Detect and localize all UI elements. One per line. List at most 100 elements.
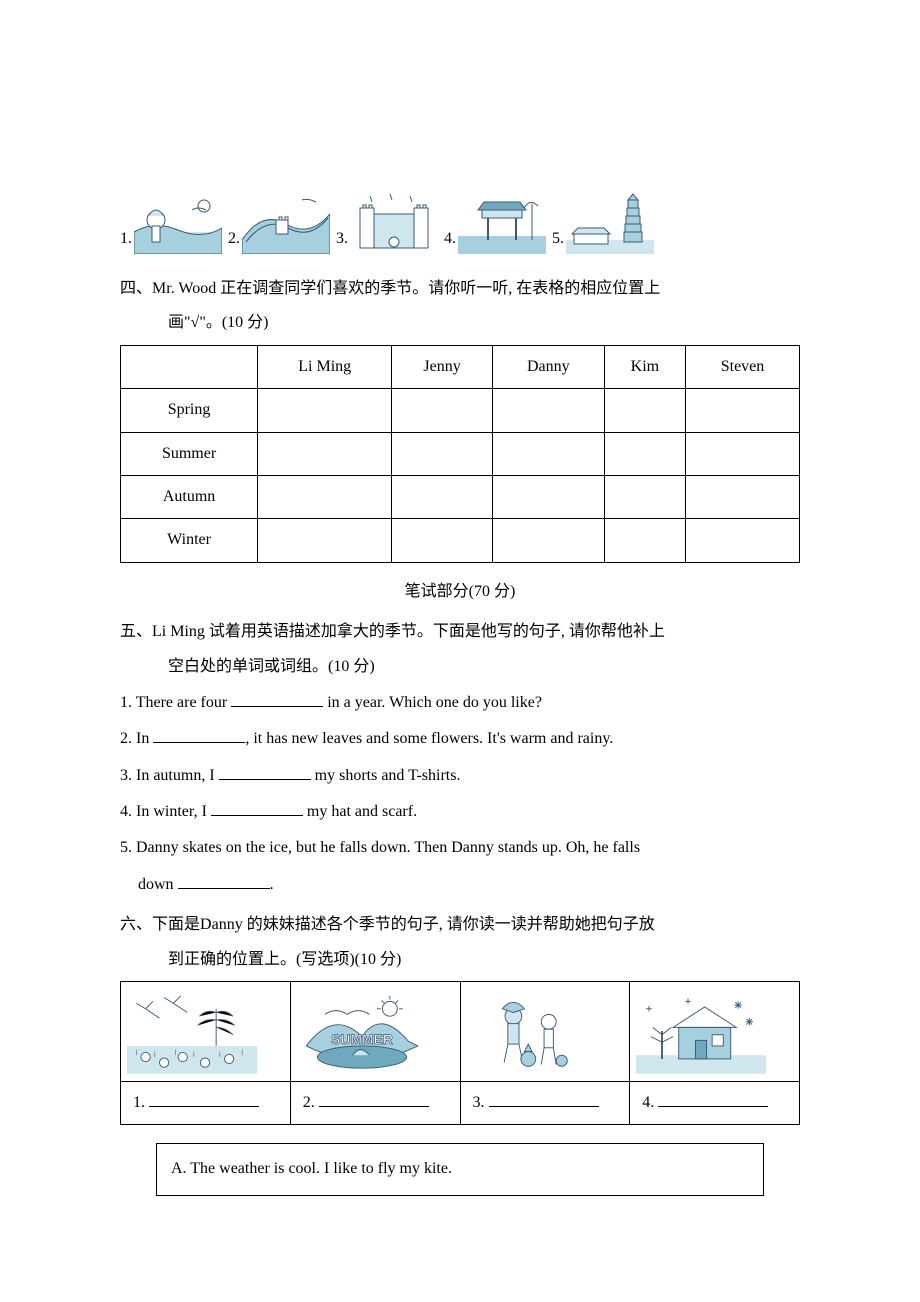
table-header-steven: Steven xyxy=(686,345,800,388)
q5-2-a: 2. In xyxy=(120,730,153,747)
q5-4: 4. In winter, I my hat and scarf. xyxy=(120,797,800,827)
image-number-3: 3. xyxy=(336,224,348,254)
section6-picture-table: SUMMER xyxy=(120,981,800,1125)
section4-text2: 画"√"。(10 分) xyxy=(120,308,800,338)
image-thumb-gate xyxy=(458,190,546,254)
section6-text2: 到正确的位置上。(写选项)(10 分) xyxy=(120,945,800,975)
section4-prefix: 四、 xyxy=(120,280,152,297)
image-thumb-pagoda xyxy=(566,190,654,254)
blank-input[interactable] xyxy=(231,691,323,707)
image-thumb-castle xyxy=(350,190,438,254)
cell[interactable] xyxy=(392,475,492,518)
answer-cell-4: 4. xyxy=(630,1082,800,1125)
blank-input[interactable] xyxy=(319,1091,429,1107)
cell[interactable] xyxy=(392,519,492,562)
blank-input[interactable] xyxy=(153,727,245,743)
q5-5-b-post: . xyxy=(270,876,274,893)
cell[interactable] xyxy=(258,519,392,562)
q5-1-a: 1. There are four xyxy=(120,694,231,711)
cell[interactable] xyxy=(492,432,604,475)
row-label-autumn: Autumn xyxy=(121,475,258,518)
answer-num-1: 1. xyxy=(133,1094,145,1111)
image-item-4: 4. xyxy=(444,190,546,254)
question3-image-row: 1. 2. 3. xyxy=(120,190,800,254)
q5-5-a: 5. Danny skates on the ice, but he falls… xyxy=(120,839,640,856)
image-number-2: 2. xyxy=(228,224,240,254)
section6-title: 六、下面是Danny 的妹妹描述各个季节的句子, 请你读一读并帮助她把句子放 xyxy=(120,910,800,940)
blank-input[interactable] xyxy=(178,873,270,889)
table-row-autumn: Autumn xyxy=(121,475,800,518)
blank-input[interactable] xyxy=(149,1091,259,1107)
cell[interactable] xyxy=(258,432,392,475)
q5-3: 3. In autumn, I my shorts and T-shirts. xyxy=(120,761,800,791)
image-item-3: 3. xyxy=(336,190,438,254)
image-item-1: 1. xyxy=(120,190,222,254)
pic-spring xyxy=(121,982,291,1082)
svg-text:SUMMER: SUMMER xyxy=(331,1031,393,1047)
table-header-row: Li Ming Jenny Danny Kim Steven xyxy=(121,345,800,388)
blank-input[interactable] xyxy=(211,800,303,816)
cell[interactable] xyxy=(686,475,800,518)
q5-1-b: in a year. Which one do you like? xyxy=(323,694,542,711)
cell[interactable] xyxy=(604,389,685,432)
section5-prefix: 五、 xyxy=(120,623,152,640)
q5-3-a: 3. In autumn, I xyxy=(120,767,219,784)
q5-4-b: my hat and scarf. xyxy=(303,803,417,820)
answer-num-3: 3. xyxy=(473,1094,485,1111)
section4-title: 四、Mr. Wood 正在调查同学们喜欢的季节。请你听一听, 在表格的相应位置上 xyxy=(120,274,800,304)
section6-prefix: 六、 xyxy=(120,916,152,933)
image-number-5: 5. xyxy=(552,224,564,254)
q5-5a: 5. Danny skates on the ice, but he falls… xyxy=(120,833,800,863)
section6-text1c: 的妹妹描述各个季节的句子, 请你读一读并帮助她把句子放 xyxy=(247,916,655,933)
cell[interactable] xyxy=(686,519,800,562)
section5-title: 五、Li Ming 试着用英语描述加拿大的季节。下面是他写的句子, 请你帮他补上 xyxy=(120,617,800,647)
answer-cell-3: 3. xyxy=(460,1082,630,1125)
cell[interactable] xyxy=(392,389,492,432)
blank-input[interactable] xyxy=(658,1091,768,1107)
section6-text1a: 下面是 xyxy=(152,916,200,933)
q5-3-b: my shorts and T-shirts. xyxy=(311,767,461,784)
section4-text1: 正在调查同学们喜欢的季节。请你听一听, 在表格的相应位置上 xyxy=(220,280,660,297)
cell[interactable] xyxy=(604,475,685,518)
answer-num-2: 2. xyxy=(303,1094,315,1111)
cell[interactable] xyxy=(492,389,604,432)
written-part-heading: 笔试部分(70 分) xyxy=(120,577,800,607)
answer-cell-2: 2. xyxy=(290,1082,460,1125)
section5-name: Li Ming xyxy=(152,623,209,640)
cell[interactable] xyxy=(258,475,392,518)
image-item-2: 2. xyxy=(228,190,330,254)
q5-2: 2. In , it has new leaves and some flowe… xyxy=(120,724,800,754)
q5-1: 1. There are four in a year. Which one d… xyxy=(120,688,800,718)
section4-name: Mr. Wood xyxy=(152,280,220,297)
image-number-1: 1. xyxy=(120,224,132,254)
table-header-liming: Li Ming xyxy=(258,345,392,388)
section5-text2: 空白处的单词或词组。(10 分) xyxy=(120,652,800,682)
row-label-spring: Spring xyxy=(121,389,258,432)
option-A-text: A. The weather is cool. I like to fly my… xyxy=(171,1160,452,1177)
cell[interactable] xyxy=(392,432,492,475)
cell[interactable] xyxy=(492,475,604,518)
table-header-blank xyxy=(121,345,258,388)
cell[interactable] xyxy=(686,389,800,432)
cell[interactable] xyxy=(492,519,604,562)
cell[interactable] xyxy=(686,432,800,475)
image-item-5: 5. xyxy=(552,190,654,254)
blank-input[interactable] xyxy=(219,764,311,780)
table-header-jenny: Jenny xyxy=(392,345,492,388)
blank-input[interactable] xyxy=(489,1091,599,1107)
q5-5b: down . xyxy=(120,870,800,900)
table-header-kim: Kim xyxy=(604,345,685,388)
cell[interactable] xyxy=(604,519,685,562)
image-thumb-greatwall xyxy=(242,190,330,254)
pic-summer: SUMMER xyxy=(290,982,460,1082)
table-row-summer: Summer xyxy=(121,432,800,475)
image-thumb-beach xyxy=(134,190,222,254)
q5-5-b-pre: down xyxy=(138,876,178,893)
row-label-summer: Summer xyxy=(121,432,258,475)
cell[interactable] xyxy=(604,432,685,475)
section5-text1: 试着用英语描述加拿大的季节。下面是他写的句子, 请你帮他补上 xyxy=(209,623,665,640)
q5-2-b: , it has new leaves and some flowers. It… xyxy=(245,730,613,747)
answer-cell-1: 1. xyxy=(121,1082,291,1125)
cell[interactable] xyxy=(258,389,392,432)
row-label-winter: Winter xyxy=(121,519,258,562)
